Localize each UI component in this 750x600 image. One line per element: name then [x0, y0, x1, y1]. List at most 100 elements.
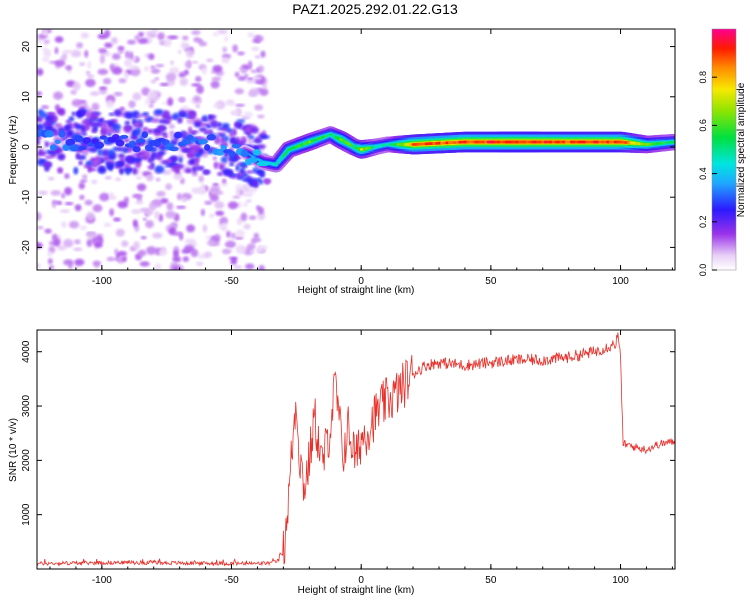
spectrogram-band-blob — [112, 146, 119, 152]
spectrogram-band-blob — [133, 131, 141, 136]
spectrogram-band-blob — [187, 153, 193, 158]
spectrogram-noise-blob — [186, 224, 196, 233]
spectrogram-ridge-blob — [136, 138, 146, 144]
spectrogram-noise-blob — [170, 35, 179, 40]
spectrogram-noise-blob — [204, 251, 212, 258]
spectrogram-band-blob — [38, 149, 43, 155]
spectrogram-noise-blob — [43, 48, 51, 58]
spectrogram-band-blob — [37, 137, 41, 146]
spectrogram-noise-blob — [37, 190, 48, 195]
spectrogram-band-blob — [218, 134, 226, 138]
spectrogram-band-blob — [85, 111, 91, 120]
spectrogram-noise-blob — [82, 174, 88, 181]
spectrogram-noise-blob — [132, 219, 138, 228]
spectrogram-noise-blob — [118, 50, 124, 54]
spectrogram-noise-blob — [79, 194, 85, 200]
spectrogram-band-blob — [142, 127, 149, 131]
spectrogram-noise-blob — [232, 44, 239, 53]
spectrogram-noise-blob — [142, 217, 147, 221]
spectrogram-band-blob — [133, 156, 142, 163]
spectrogram-noise-blob — [98, 48, 107, 54]
spectrogram-noise-blob — [214, 201, 225, 209]
spectrogram-ridge-blob — [82, 137, 91, 144]
spectrogram-y-axis-label: Frequency (Hz) — [8, 116, 19, 185]
spectrogram-noise-blob — [41, 105, 49, 109]
spectrogram-noise-blob — [56, 245, 67, 251]
spectrogram-band-blob — [236, 119, 246, 123]
spectrogram-noise-blob — [74, 239, 81, 245]
spectrogram-ridge-blob — [248, 157, 258, 164]
spectrogram-noise-blob — [74, 258, 85, 266]
spectrogram-noise-blob — [158, 213, 164, 222]
spectrogram-noise-blob — [152, 200, 159, 204]
spectrogram-noise-blob — [236, 217, 243, 226]
spectrogram-noise-blob — [63, 238, 74, 248]
spectrogram-noise-blob — [156, 190, 166, 197]
spectrogram-noise-blob — [247, 60, 253, 70]
spectrogram-noise-blob — [213, 103, 221, 108]
spectrogram-noise-blob — [227, 201, 239, 210]
spectrogram-noise-blob — [231, 257, 237, 262]
colorbar-label: Normalized spectral amplitude — [736, 82, 747, 217]
spectrogram-band-blob — [37, 117, 42, 122]
spectrogram-band-blob — [178, 156, 183, 164]
spectrogram-band-blob — [146, 128, 154, 134]
spectrogram-noise-blob — [115, 228, 125, 237]
spectrogram-noise-blob — [202, 224, 208, 233]
spectrogram-noise-blob — [182, 35, 189, 41]
spectrogram-noise-blob — [230, 232, 236, 239]
spectrogram-noise-blob — [84, 199, 93, 206]
snr-y-tick-label: 2000 — [21, 449, 32, 472]
spectrogram-ridge-blob — [115, 139, 125, 147]
colorbar-gradient — [712, 29, 736, 270]
spectrogram-band-blob — [170, 156, 178, 162]
spectrogram-noise-blob — [148, 53, 155, 60]
spectrogram-noise-blob — [246, 199, 252, 203]
colorbar-frame — [711, 28, 737, 271]
spectrogram-band-blob — [95, 118, 104, 122]
spectrogram-x-tick-label: -100 — [92, 276, 112, 287]
spectrogram-noise-blob — [94, 242, 103, 248]
spectrogram-band-blob — [153, 109, 164, 115]
spectrogram-noise-blob — [204, 200, 213, 205]
spectrogram-band-blob — [78, 160, 83, 166]
spectrogram-ridge-blob — [252, 149, 262, 156]
spectrogram-noise-blob — [222, 178, 227, 184]
spectrogram-band-blob — [204, 130, 213, 134]
spectrogram-noise-blob — [259, 88, 269, 96]
spectrogram-noise-blob — [168, 227, 176, 236]
spectrogram-noise-blob — [225, 100, 235, 106]
spectrogram-noise-blob — [47, 258, 53, 265]
spectrogram-noise-blob — [247, 32, 255, 38]
snr-x-tick-label: -50 — [224, 575, 239, 586]
spectrogram-noise-blob — [181, 196, 188, 203]
spectrogram-band-blob — [158, 118, 168, 124]
spectrogram-noise-blob — [223, 36, 229, 42]
spectrogram-noise-blob — [190, 60, 199, 64]
spectrogram-noise-blob — [176, 205, 186, 209]
spectrogram-band-blob — [256, 144, 266, 150]
spectrogram-noise-blob — [177, 49, 182, 55]
spectrogram-ridge-blob — [78, 145, 87, 151]
spectrogram-noise-blob — [212, 183, 219, 187]
spectrogram-noise-blob — [71, 99, 82, 107]
spectrogram-band-blob — [83, 164, 93, 168]
spectrogram-noise-blob — [250, 238, 257, 245]
spectrogram-band-blob — [119, 168, 124, 175]
spectrogram-noise-blob — [119, 106, 125, 111]
spectrogram-noise-blob — [221, 56, 230, 64]
spectrogram-noise-blob — [63, 259, 74, 266]
spectrogram-band-blob — [44, 155, 53, 159]
spectrogram-y-tick-label: -20 — [21, 240, 32, 255]
spectrogram-band-blob — [223, 135, 230, 142]
spectrogram-noise-blob — [79, 179, 88, 183]
spectrogram-x-tick-label: 50 — [485, 276, 497, 287]
spectrogram-noise-blob — [135, 175, 143, 180]
spectrogram-band-blob — [65, 124, 71, 131]
spectrogram-noise-blob — [168, 124, 175, 129]
spectrogram-band-blob — [103, 155, 110, 162]
spectrogram-ridge-blob — [58, 130, 66, 138]
spectrogram-band-blob — [172, 112, 180, 120]
spectrogram-band-blob — [54, 123, 63, 128]
spectrogram-noise-blob — [54, 47, 59, 55]
